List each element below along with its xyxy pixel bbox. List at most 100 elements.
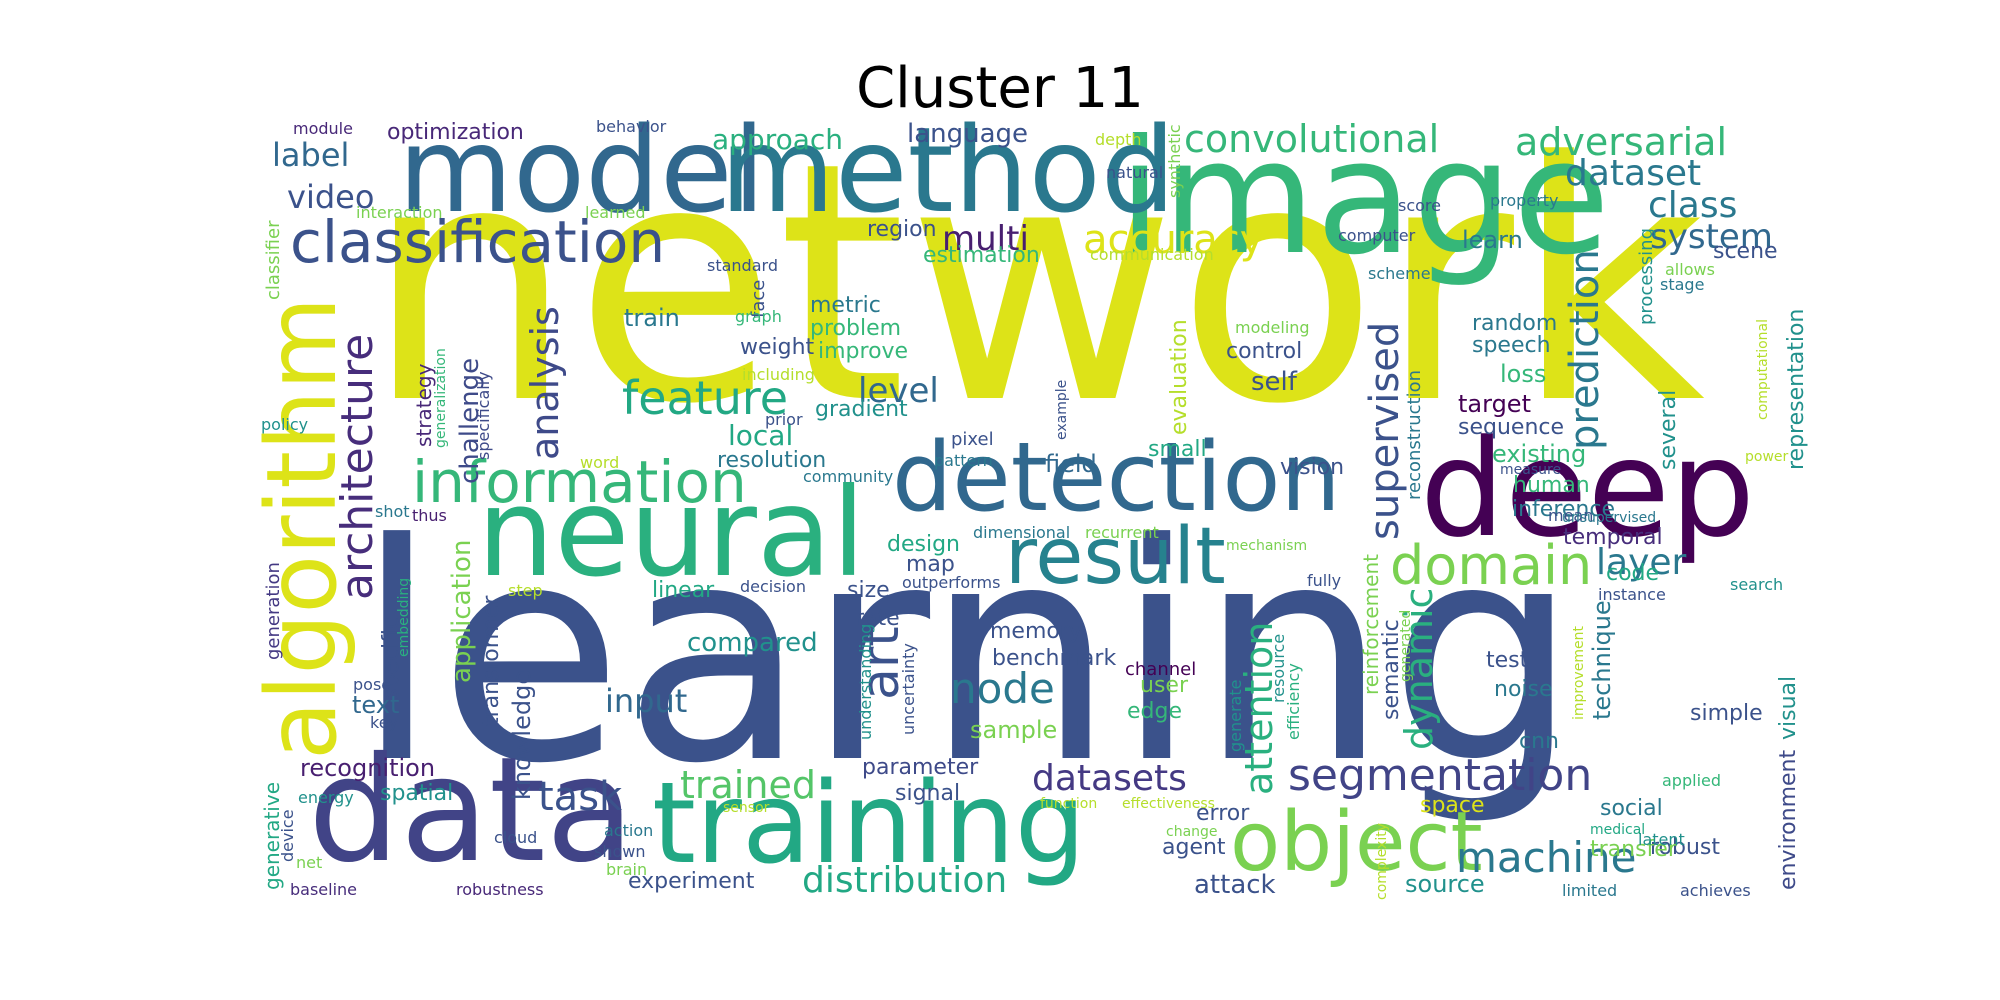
- cloud-word-accuracy: accuracy: [1083, 217, 1263, 263]
- cloud-word-improvement: improvement: [1571, 626, 1587, 720]
- cloud-word-distribution: distribution: [802, 860, 1007, 901]
- cloud-word-spatial: spatial: [380, 781, 453, 806]
- cloud-word-shot: shot: [375, 502, 410, 521]
- cloud-word-classifier: classifier: [263, 220, 284, 300]
- cloud-word-method: method: [720, 101, 1176, 239]
- cloud-word-cnn: cnn: [1519, 729, 1559, 754]
- cloud-word-recognition: recognition: [300, 754, 435, 782]
- cloud-word-example: example: [1054, 380, 1070, 440]
- cloud-word-applied: applied: [1662, 771, 1721, 790]
- cloud-word-size: size: [847, 578, 890, 603]
- cloud-word-experiment: experiment: [628, 869, 755, 894]
- cloud-word-strategy: strategy: [412, 363, 436, 447]
- cloud-word-embedding: embedding: [396, 578, 412, 657]
- cloud-word-reinforcement: reinforcement: [1359, 554, 1383, 695]
- cloud-word-generate: generate: [1226, 680, 1245, 752]
- cloud-word-generation: generation: [263, 562, 284, 660]
- cloud-word-algorithm: algorithm: [246, 297, 358, 760]
- cloud-word-object: object: [1230, 795, 1483, 890]
- cloud-word-source: source: [1405, 870, 1485, 898]
- cloud-word-supervised: supervised: [1362, 322, 1408, 540]
- cloud-word-allows: allows: [1665, 260, 1715, 279]
- cloud-word-standard: standard: [707, 256, 778, 275]
- cloud-word-sequence: sequence: [1458, 415, 1564, 440]
- cloud-word-attention: attention: [1237, 622, 1281, 795]
- cloud-word-scheme: scheme: [1368, 264, 1431, 283]
- cloud-word-computer: computer: [1338, 226, 1416, 245]
- cloud-word-self: self: [1251, 367, 1298, 397]
- cloud-word-learning: learning: [355, 480, 1579, 829]
- cloud-word-depth: depth: [1095, 130, 1142, 149]
- cloud-word-generalization: generalization: [433, 348, 449, 448]
- cloud-word-signal: signal: [895, 781, 960, 806]
- cloud-word-random: random: [1472, 311, 1557, 336]
- cloud-word-specifically: specifically: [474, 371, 493, 460]
- cloud-word-complexity: complexity: [1374, 823, 1390, 900]
- cloud-word-efficiency: efficiency: [1284, 663, 1303, 740]
- cloud-word-existing: existing: [1492, 440, 1586, 468]
- cloud-word-sensor: sensor: [723, 800, 770, 816]
- cloud-word-error: error: [1196, 801, 1250, 826]
- cloud-word-score: score: [1398, 196, 1441, 215]
- cloud-word-edge: edge: [1127, 699, 1182, 724]
- cloud-word-synthetic: synthetic: [1165, 124, 1184, 198]
- cloud-word-including: including: [742, 365, 815, 384]
- cloud-word-shown: shown: [594, 842, 646, 861]
- cloud-word-graph: graph: [735, 307, 782, 326]
- cloud-word-key: key: [370, 713, 398, 732]
- cloud-word-video: video: [287, 178, 374, 216]
- cloud-word-classification: classification: [290, 208, 665, 276]
- cloud-word-face: face: [748, 280, 769, 318]
- cloud-word-attack: attack: [1194, 870, 1276, 900]
- cloud-word-improve: improve: [818, 339, 908, 364]
- cloud-word-deep: deep: [1420, 411, 1755, 567]
- cloud-word-problem: problem: [810, 316, 901, 341]
- cloud-word-behavior: behavior: [596, 117, 667, 136]
- cloud-word-stage: stage: [1660, 275, 1704, 294]
- cloud-word-machine: machine: [1456, 833, 1637, 882]
- cloud-word-medical: medical: [1590, 822, 1645, 838]
- cloud-word-processing: processing: [1636, 228, 1657, 325]
- cloud-word-target: target: [1458, 390, 1531, 418]
- cloud-word-metric: metric: [810, 293, 881, 318]
- cloud-word-decision: decision: [740, 577, 806, 596]
- cloud-word-parameter: parameter: [862, 755, 979, 780]
- cloud-word-thus: thus: [412, 506, 447, 525]
- cloud-word-resolution: resolution: [717, 448, 826, 473]
- cloud-word-net: net: [296, 853, 322, 872]
- cloud-word-energy: energy: [298, 788, 354, 807]
- cloud-word-outperforms: outperforms: [902, 573, 1000, 592]
- cloud-word-pixel: pixel: [951, 429, 994, 450]
- cloud-word-region: region: [867, 217, 937, 242]
- cloud-word-unsupervised: unsupervised: [1562, 510, 1656, 526]
- cloud-word-estimation: estimation: [923, 243, 1040, 268]
- cloud-word-module: module: [293, 119, 353, 138]
- cloud-word-baseline: baseline: [290, 880, 357, 899]
- cloud-word-transfer: transfer: [1590, 837, 1678, 862]
- cloud-word-policy: policy: [261, 415, 308, 434]
- cloud-word-transformer: transformer: [479, 595, 504, 726]
- cloud-word-instance: instance: [1598, 585, 1666, 604]
- cloud-word-robust: robust: [1650, 835, 1720, 860]
- cloud-word-learn: learn: [1462, 226, 1523, 254]
- cloud-word-limited: limited: [1562, 881, 1617, 900]
- cloud-word-pattern: pattern: [934, 451, 993, 470]
- cloud-word-community: community: [803, 467, 893, 486]
- cloud-word-vision: vision: [1280, 455, 1344, 480]
- cloud-word-code: code: [1606, 561, 1659, 586]
- cloud-word-small: small: [1148, 437, 1207, 462]
- cloud-word-train: train: [624, 304, 680, 332]
- cloud-word-action: action: [604, 821, 653, 840]
- cloud-word-human: human: [1513, 473, 1590, 498]
- cloud-word-effectiveness: effectiveness: [1122, 796, 1215, 812]
- cloud-word-generative: generative: [260, 782, 284, 890]
- cloud-word-weight: weight: [740, 335, 815, 360]
- cloud-word-measure: measure: [1500, 462, 1561, 478]
- cloud-word-agent: agent: [1162, 835, 1226, 860]
- cloud-word-inference: inference: [1512, 497, 1615, 522]
- cloud-word-power: power: [1745, 449, 1789, 465]
- cloud-word-reconstruction: reconstruction: [1404, 370, 1425, 500]
- cloud-word-environment: environment: [1776, 750, 1801, 890]
- cloud-word-optimization: optimization: [387, 120, 524, 145]
- cloud-word-dimensional: dimensional: [973, 523, 1070, 542]
